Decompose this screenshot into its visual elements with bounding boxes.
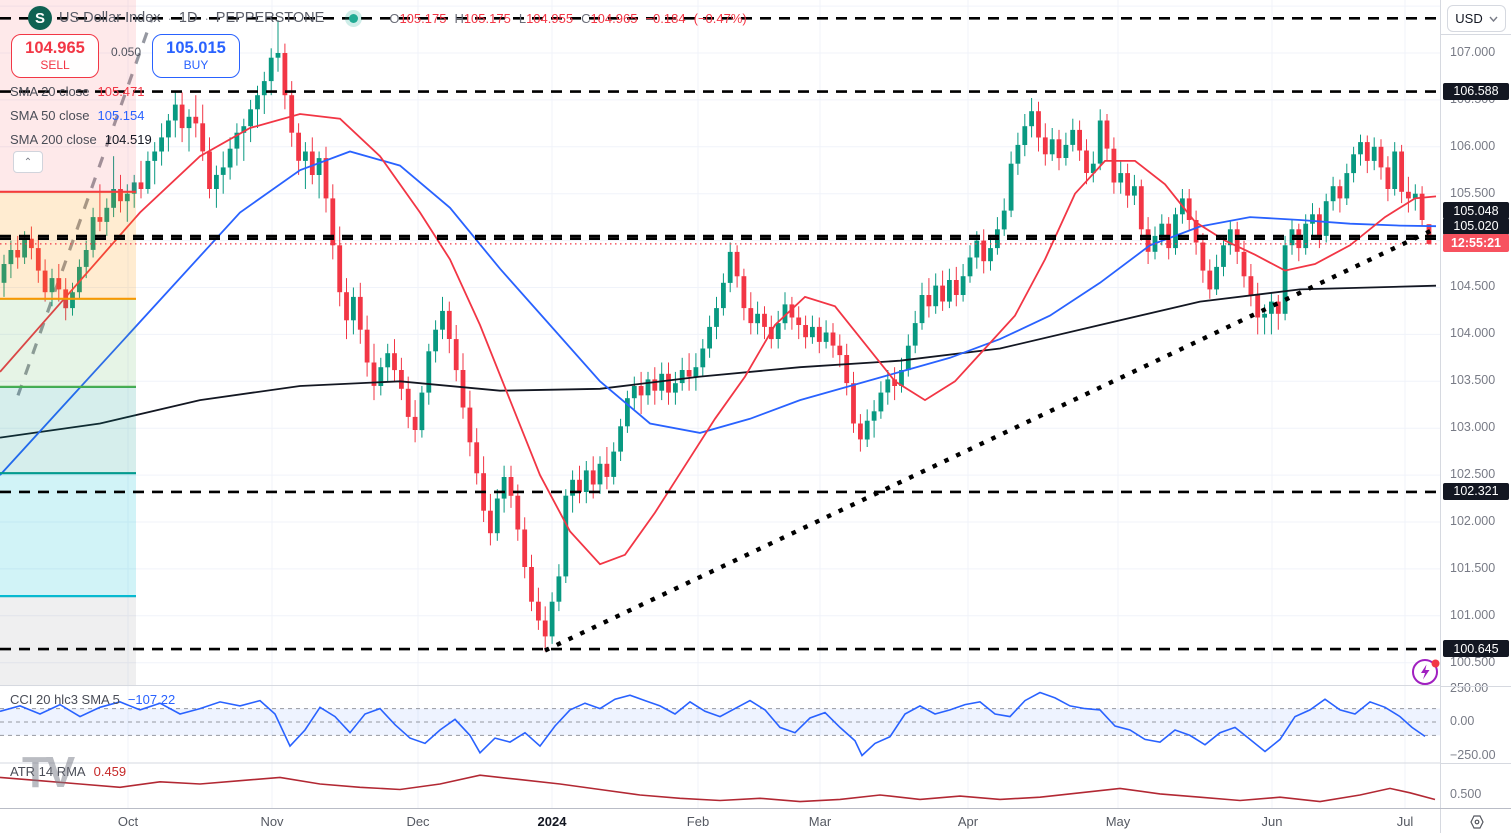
buy-button[interactable]: 105.015 BUY: [152, 34, 240, 78]
level-price-label[interactable]: 102.321: [1443, 482, 1509, 500]
cci-tick: −250.00: [1450, 747, 1496, 762]
price-tick: 100.500: [1450, 654, 1496, 669]
change-percent: (−0.47%): [693, 10, 747, 26]
close-value: 104.965: [590, 10, 638, 26]
price-tick: 107.000: [1450, 44, 1496, 59]
change-value: −0.184: [645, 10, 686, 26]
time-axis-label[interactable]: Nov: [260, 814, 284, 829]
price-scale[interactable]: USD 107.000106.500106.000105.500105.0001…: [1440, 0, 1511, 808]
price-tick: 101.000: [1450, 607, 1496, 622]
level-price-label[interactable]: 100.645: [1443, 640, 1509, 658]
price-tick: 101.500: [1450, 560, 1496, 575]
level-price-label[interactable]: 106.588: [1443, 82, 1509, 100]
price-tick: 103.000: [1450, 420, 1496, 435]
time-axis-label[interactable]: Jun: [1261, 814, 1283, 829]
chevron-down-icon: [1489, 16, 1498, 22]
sell-button[interactable]: 104.965 SELL: [11, 34, 99, 78]
level-price-label[interactable]: 105.048: [1443, 202, 1509, 220]
exchange-name[interactable]: PEPPERSTONE: [215, 10, 325, 26]
cci-value: −107.22: [127, 692, 176, 707]
time-axis-label[interactable]: Apr: [957, 814, 979, 829]
legend-atr[interactable]: ATR 14 RMA 0.459: [10, 764, 127, 779]
price-tick: 106.000: [1450, 138, 1496, 153]
separator: ·: [167, 10, 172, 26]
sma50-value: 105.154: [97, 107, 145, 123]
sma20-value: 105.471: [97, 83, 145, 99]
price-tick: 104.500: [1450, 279, 1496, 294]
price-tick: 102.500: [1450, 467, 1496, 482]
time-axis-label[interactable]: Jul: [1396, 814, 1414, 829]
spread-value: 0.050: [110, 45, 142, 59]
time-axis-label[interactable]: Feb: [686, 814, 710, 829]
market-open-dot-icon: [349, 13, 359, 23]
atr-tick: 0.500: [1450, 787, 1482, 801]
time-axis-label[interactable]: May: [1105, 814, 1131, 829]
bar-close-countdown: 12:55:21: [1443, 233, 1509, 252]
time-axis-label[interactable]: Mar: [808, 814, 832, 829]
chevron-up-icon: ⌃: [23, 156, 33, 168]
broker-logo-icon[interactable]: S: [28, 6, 52, 30]
pane-settings-icon: [1469, 814, 1484, 829]
legend-sma200[interactable]: SMA 200 close 104.519: [10, 131, 152, 147]
axis-settings-corner[interactable]: [1440, 809, 1511, 833]
currency-selector[interactable]: USD: [1447, 5, 1506, 32]
legend-collapse-button[interactable]: ⌃: [13, 151, 43, 173]
price-tick: 102.000: [1450, 513, 1496, 528]
time-axis[interactable]: Oct Nov Dec 2024 Feb Mar Apr May Jun Jul: [0, 808, 1511, 833]
buy-price: 105.015: [166, 39, 226, 58]
level-price-label[interactable]: 105.020: [1443, 217, 1509, 235]
ohlc-readout: O105.175 H105.175 L104.955 C104.965 −0.1…: [389, 10, 747, 26]
low-value: 104.955: [526, 10, 574, 26]
atr-value: 0.459: [93, 764, 127, 779]
symbol-header: S US Dollar Index · 1D · PEPPERSTONE O10…: [28, 5, 747, 31]
price-tick: 103.500: [1450, 373, 1496, 388]
symbol-name[interactable]: US Dollar Index: [59, 10, 161, 26]
sell-price: 104.965: [25, 39, 85, 58]
sma200-value: 104.519: [104, 131, 152, 147]
pane-separator: [1441, 763, 1511, 764]
price-tick: 105.500: [1450, 185, 1496, 200]
pane-separator: [1441, 685, 1511, 687]
cci-tick: 250.00: [1450, 680, 1489, 695]
time-axis-label[interactable]: Dec: [406, 814, 430, 829]
cci-tick: 0.00: [1450, 714, 1475, 728]
separator: ·: [204, 10, 209, 26]
high-value: 105.175: [463, 10, 511, 26]
legend-sma50[interactable]: SMA 50 close 105.154: [10, 107, 145, 123]
price-tick: 104.000: [1450, 326, 1496, 341]
tradingview-watermark-logo: TV: [22, 748, 75, 797]
legend-sma20[interactable]: SMA 20 close 105.471: [10, 83, 145, 99]
open-value: 105.175: [399, 10, 447, 26]
time-axis-label[interactable]: 2024: [537, 814, 567, 829]
interval-value[interactable]: 1D: [178, 10, 198, 26]
legend-cci[interactable]: CCI 20 hlc3 SMA 5 −107.22: [10, 692, 176, 707]
quick-alert-icon[interactable]: [1410, 656, 1442, 688]
time-axis-label[interactable]: Oct: [117, 814, 139, 829]
